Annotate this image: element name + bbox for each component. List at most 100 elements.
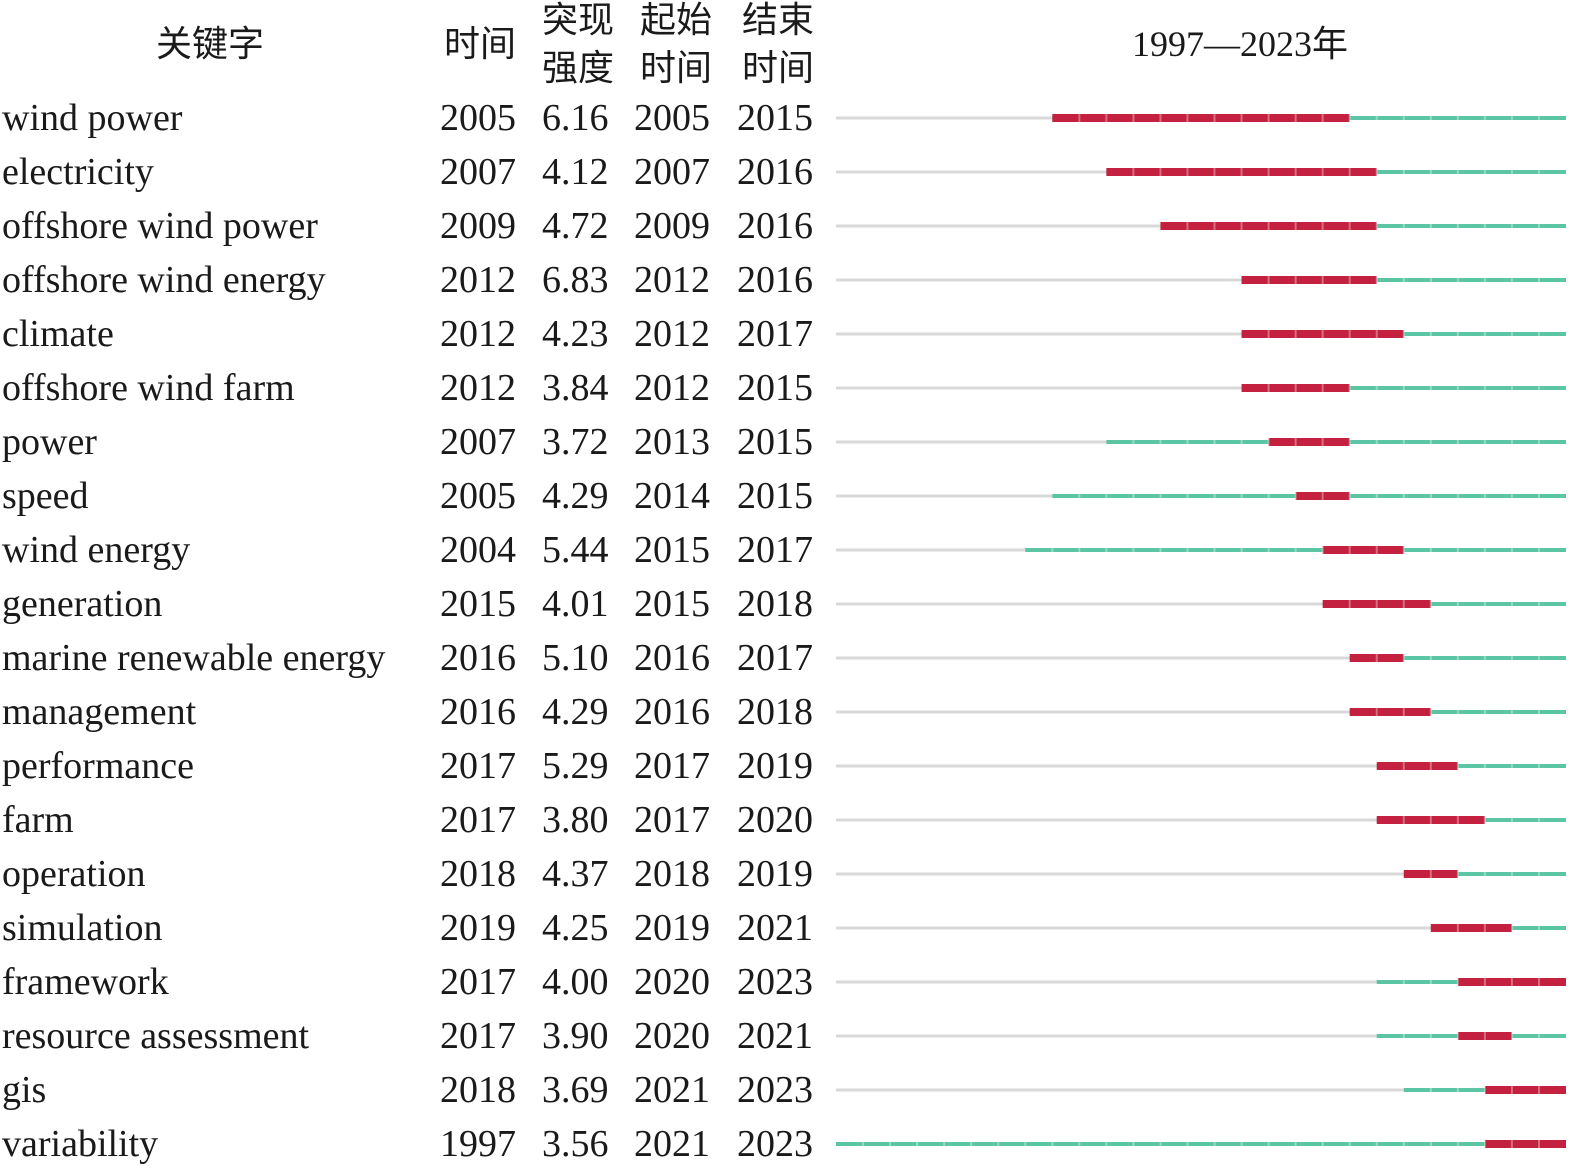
- begin-cell: 2007: [634, 151, 710, 193]
- year-tick: [1456, 762, 1459, 770]
- year-tick: [1510, 1032, 1513, 1040]
- keyword-cell: electricity: [2, 151, 154, 193]
- table-row: wind energy 2004 5.44 2015 2017: [0, 523, 1575, 577]
- timeline-svg: [836, 438, 1566, 446]
- year-tick: [1348, 384, 1351, 392]
- year-cell: 2018: [440, 1069, 516, 1111]
- timeline-base-line: [836, 332, 1566, 336]
- year-cell: 2017: [440, 799, 516, 841]
- year-tick: [1321, 114, 1324, 122]
- timeline-active-line: [836, 1142, 1566, 1146]
- year-tick: [1294, 546, 1297, 554]
- table-row: climate 2012 4.23 2012 2017: [0, 307, 1575, 361]
- burst-bar: [1322, 600, 1431, 608]
- year-tick: [1348, 1140, 1351, 1148]
- year-tick: [1078, 114, 1081, 122]
- year-tick: [1294, 1140, 1297, 1148]
- year-tick: [1402, 276, 1405, 284]
- table-row: electricity 2007 4.12 2007 2016: [0, 145, 1575, 199]
- table-row: framework 2017 4.00 2020 2023: [0, 955, 1575, 1009]
- year-tick: [1483, 870, 1486, 878]
- strength-cell: 4.29: [542, 475, 609, 517]
- begin-cell: 2021: [634, 1123, 710, 1165]
- year-tick: [1537, 816, 1540, 824]
- year-tick: [1294, 384, 1297, 392]
- year-tick: [1240, 438, 1243, 446]
- end-cell: 2023: [737, 961, 813, 1003]
- begin-cell: 2012: [634, 259, 710, 301]
- year-tick: [1267, 222, 1270, 230]
- year-tick: [1537, 384, 1540, 392]
- timeline-active-line: [1025, 548, 1566, 552]
- year-tick: [1510, 654, 1513, 662]
- year-tick: [1483, 384, 1486, 392]
- year-tick: [1213, 438, 1216, 446]
- header-year: 时间: [443, 24, 516, 64]
- year-tick: [1186, 492, 1189, 500]
- end-cell: 2021: [737, 1015, 813, 1057]
- begin-cell: 2015: [634, 529, 710, 571]
- timeline-svg: [836, 708, 1566, 716]
- year-tick: [1483, 276, 1486, 284]
- table-row: performance 2017 5.29 2017 2019: [0, 739, 1575, 793]
- year-tick: [1105, 114, 1108, 122]
- timeline-base-line: [836, 1034, 1566, 1038]
- year-tick: [1537, 1032, 1540, 1040]
- timeline-svg: [836, 222, 1566, 230]
- year-tick: [1429, 600, 1432, 608]
- year-tick: [1375, 492, 1378, 500]
- keyword-cell: simulation: [2, 907, 163, 949]
- year-tick: [1483, 546, 1486, 554]
- year-tick: [1537, 168, 1540, 176]
- year-cell: 2007: [440, 151, 516, 193]
- keyword-cell: management: [2, 691, 197, 733]
- strength-cell: 4.29: [542, 691, 609, 733]
- year-cell: 2012: [440, 367, 516, 409]
- timeline-active-line: [1349, 656, 1566, 660]
- year-tick: [1456, 1086, 1459, 1094]
- year-tick: [1429, 168, 1432, 176]
- strength-cell: 5.10: [542, 637, 609, 679]
- keyword-cell: framework: [2, 961, 169, 1003]
- end-cell: 2016: [737, 151, 813, 193]
- table-row: resource assessment 2017 3.90 2020 2021: [0, 1009, 1575, 1063]
- year-tick: [1429, 978, 1432, 986]
- table-row: wind power 2005 6.16 2005 2015: [0, 91, 1575, 145]
- year-tick: [1402, 438, 1405, 446]
- year-tick: [1213, 546, 1216, 554]
- burst-timeline: [836, 793, 1566, 847]
- year-tick: [1267, 438, 1270, 446]
- year-tick: [1375, 1140, 1378, 1148]
- table-row: operation 2018 4.37 2018 2019: [0, 847, 1575, 901]
- year-tick: [1240, 168, 1243, 176]
- begin-cell: 2014: [634, 475, 710, 517]
- year-tick: [1537, 978, 1540, 986]
- year-tick: [1294, 330, 1297, 338]
- table-row: variability 1997 3.56 2021 2023: [0, 1117, 1575, 1171]
- keyword-cell: offshore wind energy: [2, 259, 326, 301]
- year-tick: [1429, 222, 1432, 230]
- year-tick: [997, 1140, 1000, 1148]
- timeline-svg: [836, 924, 1566, 932]
- year-tick: [1402, 1140, 1405, 1148]
- timeline-svg: [836, 114, 1566, 122]
- year-cell: 2012: [440, 313, 516, 355]
- year-tick: [1402, 654, 1405, 662]
- year-tick: [1294, 114, 1297, 122]
- keyword-cell: marine renewable energy: [2, 637, 386, 679]
- timeline-svg: [836, 168, 1566, 176]
- year-tick: [1402, 222, 1405, 230]
- header-strength-line1: 突现: [541, 0, 614, 40]
- year-tick: [1132, 546, 1135, 554]
- timeline-base-line: [836, 926, 1566, 930]
- begin-cell: 2020: [634, 961, 710, 1003]
- keyword-cell: offshore wind farm: [2, 367, 295, 409]
- year-tick: [1267, 384, 1270, 392]
- timeline-svg: [836, 600, 1566, 608]
- year-cell: 2007: [440, 421, 516, 463]
- burst-timeline: [836, 91, 1566, 145]
- year-tick: [1402, 492, 1405, 500]
- begin-cell: 2021: [634, 1069, 710, 1111]
- burst-bar: [1160, 222, 1377, 230]
- strength-cell: 4.23: [542, 313, 609, 355]
